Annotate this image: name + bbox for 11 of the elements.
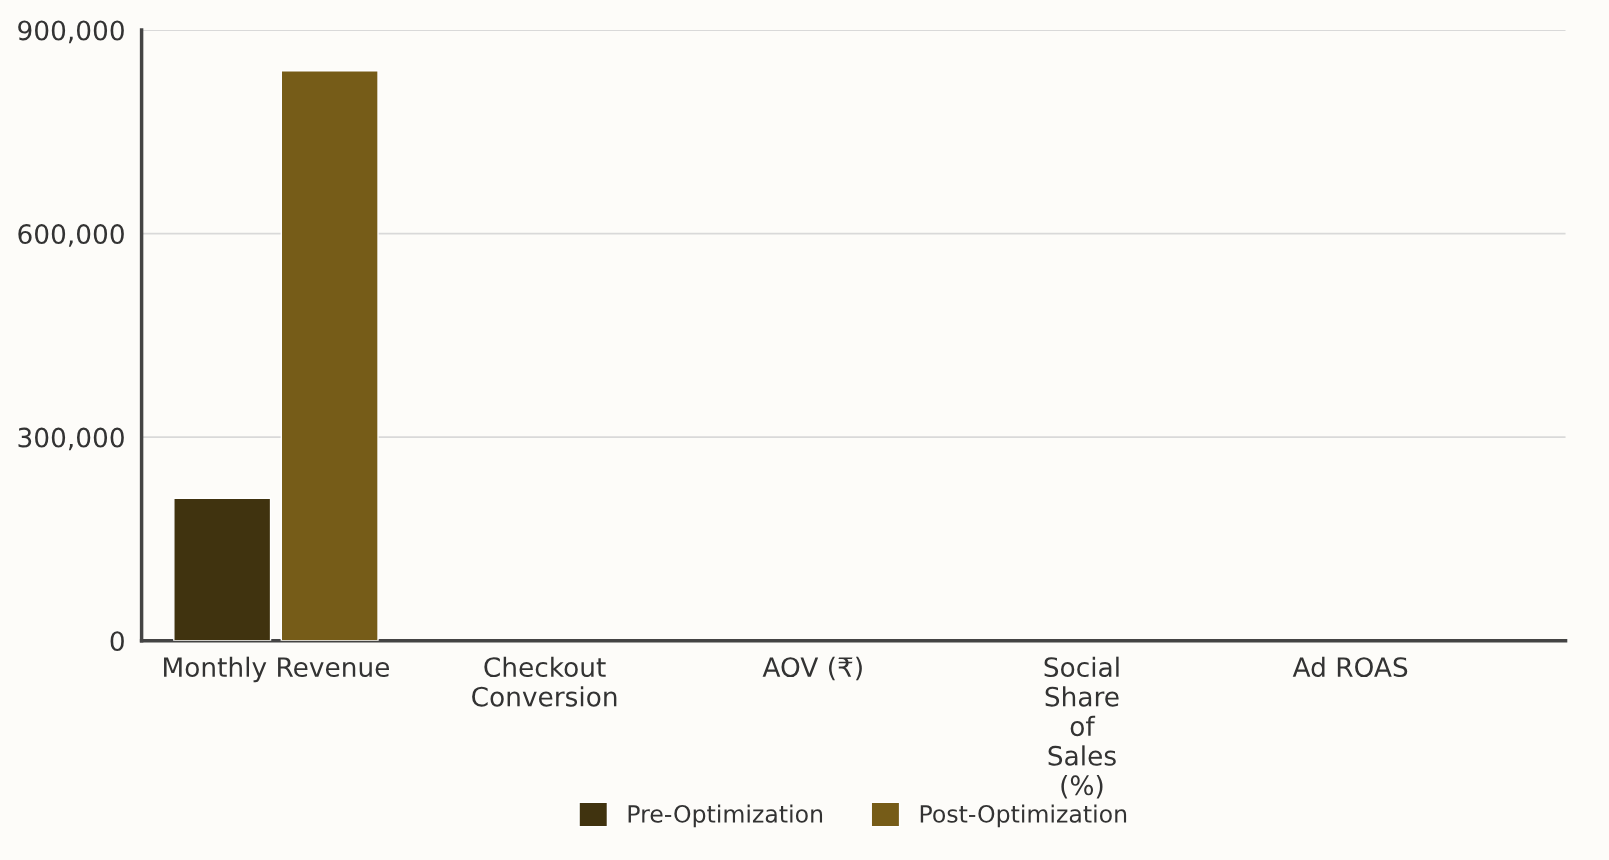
legend-label: Post-Optimization — [920, 804, 1127, 828]
y-tick-label: 300,000 — [18, 427, 124, 451]
y-tick-label: 0 — [110, 631, 124, 652]
y-tick-label: 900,000 — [18, 20, 124, 44]
x-tick-label: Social Share of Sales (%) — [1044, 656, 1119, 799]
x-tick-label: Checkout Conversion — [472, 656, 617, 707]
legend-label: Pre-Optimization — [628, 804, 823, 828]
x-tick-label: AOV (₹) — [762, 656, 862, 681]
y-tick-label: 600,000 — [18, 224, 124, 247]
x-tick-label: Monthly Revenue — [164, 656, 390, 683]
x-tick-label: Ad ROAS — [1292, 656, 1408, 678]
